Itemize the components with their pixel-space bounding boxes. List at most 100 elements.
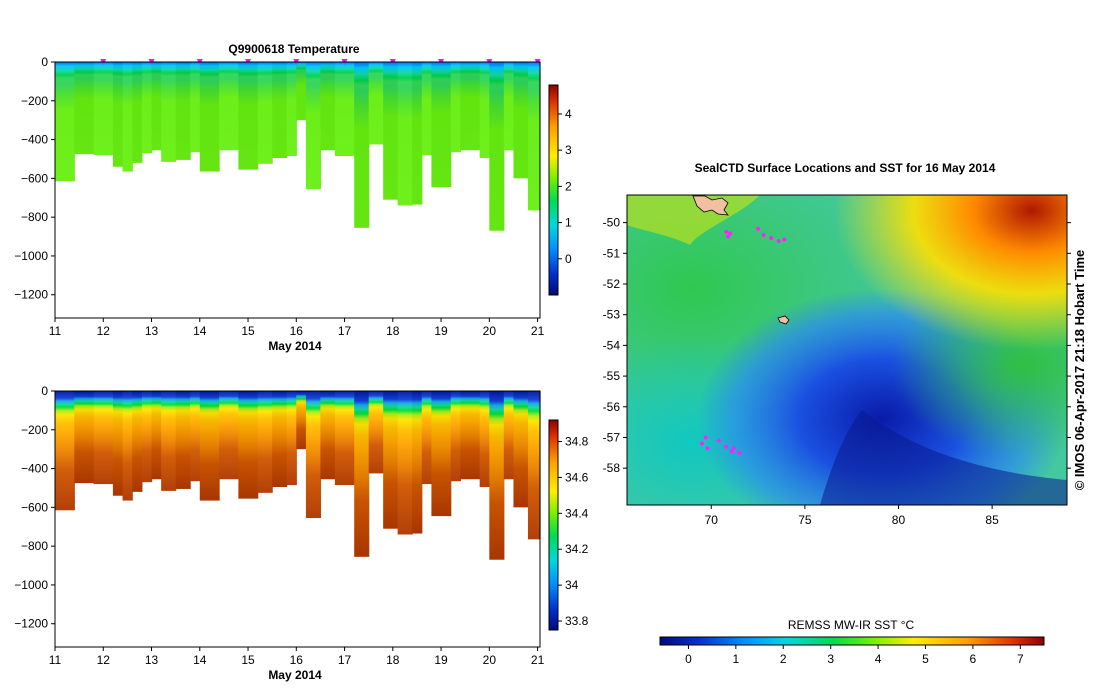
ctd-location-point xyxy=(703,435,708,440)
salinity-x-tick-label: 17 xyxy=(338,653,352,667)
salinity-column-shade xyxy=(190,391,201,482)
map-lon-tick-label: 75 xyxy=(798,513,812,527)
ctd-location-point xyxy=(737,450,742,455)
salinity-profile-column xyxy=(460,391,481,480)
salinity-profile-column xyxy=(368,391,384,474)
salinity-x-tick-label: 16 xyxy=(290,653,304,667)
salinity-profile-column xyxy=(74,391,95,484)
sst-colorbar-tick-label: 5 xyxy=(922,652,929,666)
temperature-profile-column xyxy=(151,62,162,151)
map-lat-tick-label: -53 xyxy=(603,308,621,322)
temperature-profile-column xyxy=(320,62,336,151)
temperature-colorbar-tick-label: 3 xyxy=(565,143,572,157)
salinity-x-axis: 11 12 13 14 15 16 17 18 19 20 21 xyxy=(49,647,545,667)
temperature-y-axis: 0 −200 −400 −600 −800 −1000 −1200 xyxy=(14,55,55,302)
ctd-location-point xyxy=(769,235,774,240)
temperature-column-shade xyxy=(112,62,124,167)
temperature-x-tick-label: 21 xyxy=(531,324,545,338)
salinity-x-tick-label: 18 xyxy=(386,653,400,667)
sst-colorbar-ticks: 0 1 2 3 4 5 6 7 xyxy=(685,645,1024,666)
ctd-location-point xyxy=(776,239,781,244)
temperature-column-shade xyxy=(368,62,384,145)
temperature-colorbar-ticks: 0 1 2 3 4 xyxy=(558,107,572,266)
salinity-column-shade xyxy=(368,391,384,474)
salinity-column-shade xyxy=(141,391,153,483)
temperature-column-shade xyxy=(175,62,191,160)
salinity-profile-column xyxy=(132,391,143,492)
salinity-plot-frame xyxy=(54,390,541,648)
salinity-y-tick-label: −1000 xyxy=(14,578,48,592)
salinity-x-tick-label: 15 xyxy=(241,653,255,667)
salinity-column-shade xyxy=(489,391,505,560)
salinity-profile-column xyxy=(161,391,177,491)
temperature-column-shade xyxy=(55,62,75,182)
temperature-profile-column xyxy=(383,62,399,200)
salinity-profile-column xyxy=(412,391,423,534)
ctd-location-point xyxy=(731,446,736,451)
salinity-column-shade xyxy=(122,391,133,501)
salinity-profile-column xyxy=(199,391,220,501)
salinity-column-shade xyxy=(151,391,162,480)
ctd-location-point xyxy=(729,449,734,454)
salinity-section-fill xyxy=(55,391,541,560)
ctd-location-point xyxy=(727,231,732,236)
salinity-x-tick-label: 13 xyxy=(145,653,159,667)
temperature-profile-column xyxy=(503,62,515,151)
sst-colorbar-tick-label: 7 xyxy=(1017,652,1024,666)
temperature-x-tick-label: 11 xyxy=(49,324,62,338)
temperature-profile-column xyxy=(199,62,220,172)
sst-warm-west xyxy=(627,195,760,245)
temperature-column-shade xyxy=(450,62,461,153)
sst-map-frame xyxy=(626,194,1068,506)
salinity-x-tick-label: 12 xyxy=(97,653,111,667)
temperature-profile-column xyxy=(272,62,288,158)
temperature-column-shade xyxy=(527,62,541,211)
temperature-profile-column xyxy=(527,62,541,211)
salinity-column-shade xyxy=(460,391,481,480)
temperature-profile-column xyxy=(305,62,322,190)
salinity-profile-column xyxy=(334,391,355,486)
temperature-column-shade xyxy=(272,62,288,158)
salinity-column-shade xyxy=(479,391,490,487)
temperature-column-shade xyxy=(489,62,505,231)
salinity-profile-column xyxy=(296,391,307,450)
map-lon-tick-label: 70 xyxy=(705,513,719,527)
map-lat-tick-label: -50 xyxy=(603,216,621,230)
salinity-y-tick-label: −200 xyxy=(21,423,48,437)
map-lat-tick-label: -54 xyxy=(603,338,621,352)
temperature-profile-column xyxy=(450,62,461,153)
sst-colorbar-tick-label: 6 xyxy=(970,652,977,666)
temperature-profile-column xyxy=(161,62,177,162)
temperature-profile-column xyxy=(431,62,452,188)
temperature-profile-column xyxy=(354,62,370,228)
temperature-profile-column xyxy=(74,62,95,155)
salinity-profile-column xyxy=(431,391,452,517)
sst-colorbar-tick-label: 0 xyxy=(685,652,692,666)
temperature-panel-title: Q9900618 Temperature xyxy=(228,42,360,56)
temperature-profile-column xyxy=(513,62,529,179)
temperature-y-tick-label: −400 xyxy=(21,133,48,147)
salinity-profile-column xyxy=(513,391,529,508)
temperature-profile-column xyxy=(412,62,423,205)
temperature-x-tick-label: 16 xyxy=(290,324,304,338)
temperature-column-shade xyxy=(421,62,433,156)
salinity-column-shade xyxy=(286,391,297,486)
temperature-profile-column xyxy=(219,62,239,151)
temperature-profile-column xyxy=(132,62,143,163)
ctd-location-point xyxy=(716,438,721,443)
salinity-profile-column xyxy=(450,391,461,482)
salinity-x-tick-label: 19 xyxy=(434,653,448,667)
temperature-profile-column xyxy=(334,62,355,157)
temperature-profile-column xyxy=(286,62,297,157)
salinity-profile-column xyxy=(286,391,297,486)
salinity-profile-column xyxy=(219,391,239,480)
sst-map-panel: SealCTD Surface Locations and SST for 16… xyxy=(603,161,1087,666)
kerguelen-island-icon xyxy=(692,195,729,216)
temperature-profile-column xyxy=(122,62,133,172)
temperature-section-fill xyxy=(55,62,541,231)
temperature-profile-column xyxy=(175,62,191,160)
salinity-profile-column xyxy=(527,391,541,540)
temperature-plot-frame xyxy=(54,61,541,319)
map-lon-tick-label: 85 xyxy=(985,513,999,527)
salinity-colorbar-tick-label: 34.8 xyxy=(565,435,589,449)
